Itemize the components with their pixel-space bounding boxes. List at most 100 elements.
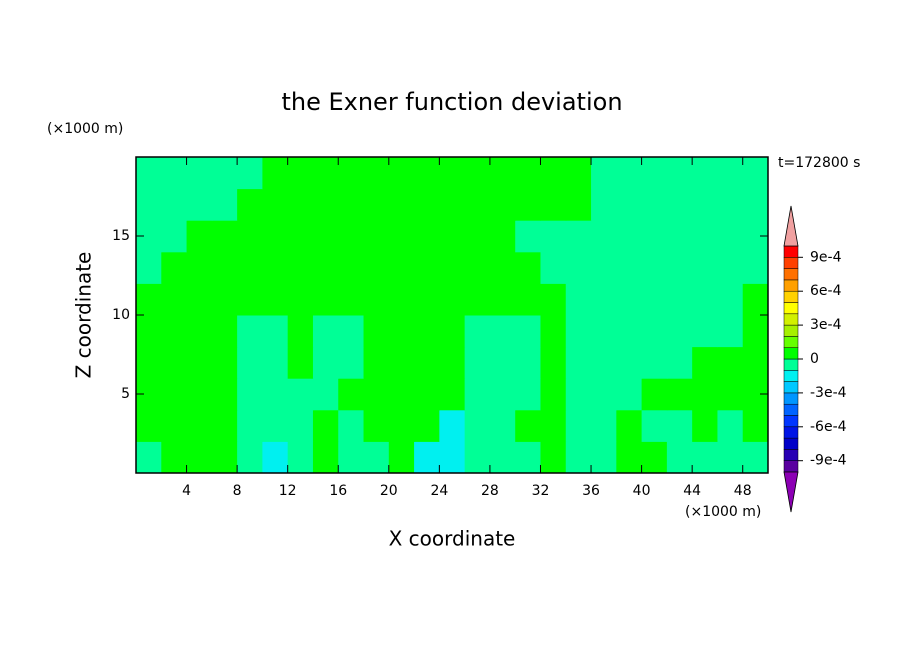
colorbar-tick-label: 9e-4 — [810, 249, 842, 265]
contour-cell — [692, 220, 718, 253]
contour-cell — [211, 220, 238, 253]
contour-cell — [186, 315, 213, 348]
contour-cell — [136, 409, 162, 442]
contour-cell — [363, 251, 390, 284]
contour-cell — [641, 283, 668, 316]
contour-cell — [489, 220, 516, 253]
contour-cell — [388, 157, 415, 190]
contour-cell — [237, 409, 263, 442]
contour-cell — [717, 157, 744, 190]
contour-cell — [211, 441, 238, 474]
contour-cell — [312, 346, 339, 379]
colorbar-tick-label: 0 — [810, 351, 819, 367]
contour-cell — [262, 346, 289, 379]
colorbar-segment — [783, 392, 799, 405]
contour-cell — [540, 409, 567, 442]
contour-cell — [591, 378, 617, 411]
contour-cell — [211, 346, 238, 379]
contour-cell — [692, 188, 718, 221]
contour-cell — [489, 378, 516, 411]
chart-title: the Exner function deviation — [281, 88, 622, 116]
contour-cell — [161, 346, 188, 379]
contour-cell — [717, 315, 744, 348]
colorbar-segment — [783, 449, 799, 461]
x-tick-label: 4 — [182, 483, 191, 499]
contour-cell — [186, 441, 213, 474]
contour-cell — [363, 315, 390, 348]
contour-cell — [161, 409, 188, 442]
contour-cell — [237, 378, 263, 411]
contour-cell — [565, 251, 592, 284]
contour-cell — [388, 378, 415, 411]
contour-cell — [591, 251, 617, 284]
contour-cell — [414, 283, 440, 316]
colorbar-tick-label: -3e-4 — [810, 385, 847, 401]
contour-cell — [439, 346, 466, 379]
contour-cell — [591, 315, 617, 348]
contour-cell — [565, 441, 592, 474]
contour-cell — [641, 315, 668, 348]
contour-cell — [489, 346, 516, 379]
contour-cell — [464, 378, 491, 411]
contour-cell — [464, 251, 491, 284]
colorbar-segment — [783, 302, 799, 315]
contour-cell — [641, 188, 668, 221]
contour-cell — [464, 157, 491, 190]
contour-cell — [666, 283, 693, 316]
contour-cell — [591, 409, 617, 442]
colorbar-tick-label: 3e-4 — [810, 317, 842, 333]
contour-cell — [591, 157, 617, 190]
contour-cell — [237, 346, 263, 379]
colorbar-segment — [783, 290, 799, 303]
colorbar-segment — [783, 437, 799, 450]
contour-cell — [717, 220, 744, 253]
contour-cell — [666, 251, 693, 284]
x-tick-label: 8 — [233, 483, 242, 499]
contour-cell — [717, 251, 744, 284]
colorbar-segment — [783, 460, 799, 473]
contour-cell — [161, 188, 188, 221]
contour-cell — [616, 188, 643, 221]
contour-cell — [565, 346, 592, 379]
contour-cell — [489, 251, 516, 284]
contour-cell — [211, 157, 238, 190]
contour-cell — [489, 315, 516, 348]
contour-cell — [692, 409, 718, 442]
contour-cell — [388, 441, 415, 474]
contour-cell — [287, 409, 314, 442]
contour-cell — [414, 220, 440, 253]
contour-cell — [211, 188, 238, 221]
contour-cell — [287, 441, 314, 474]
contour-cell — [414, 378, 440, 411]
x-axis-label: X coordinate — [389, 527, 516, 551]
colorbar-segment — [783, 358, 799, 371]
x-tick-label: 40 — [633, 483, 651, 499]
contour-cell — [742, 188, 769, 221]
contour-cell — [616, 441, 643, 474]
contour-cell — [591, 188, 617, 221]
contour-cell — [439, 188, 466, 221]
contour-cell — [136, 251, 162, 284]
contour-cell — [186, 378, 213, 411]
x-tick-label: 36 — [582, 483, 600, 499]
contour-cell — [363, 220, 390, 253]
contour-cell — [464, 188, 491, 221]
colorbar-segment — [783, 415, 799, 428]
contour-cell — [591, 346, 617, 379]
contour-cell — [312, 283, 339, 316]
x-tick-label: 24 — [430, 483, 448, 499]
contour-cell — [666, 346, 693, 379]
contour-cell — [616, 378, 643, 411]
contour-cell — [692, 157, 718, 190]
contour-cell — [540, 315, 567, 348]
contour-cell — [237, 315, 263, 348]
contour-cell — [540, 188, 567, 221]
contour-cell — [666, 441, 693, 474]
contour-cell — [439, 441, 466, 474]
contour-cell — [211, 315, 238, 348]
y-tick-label: 5 — [121, 386, 130, 402]
colorbar-segment — [783, 426, 799, 439]
contour-cell — [439, 283, 466, 316]
contour-cell — [388, 409, 415, 442]
contour-cell — [414, 157, 440, 190]
